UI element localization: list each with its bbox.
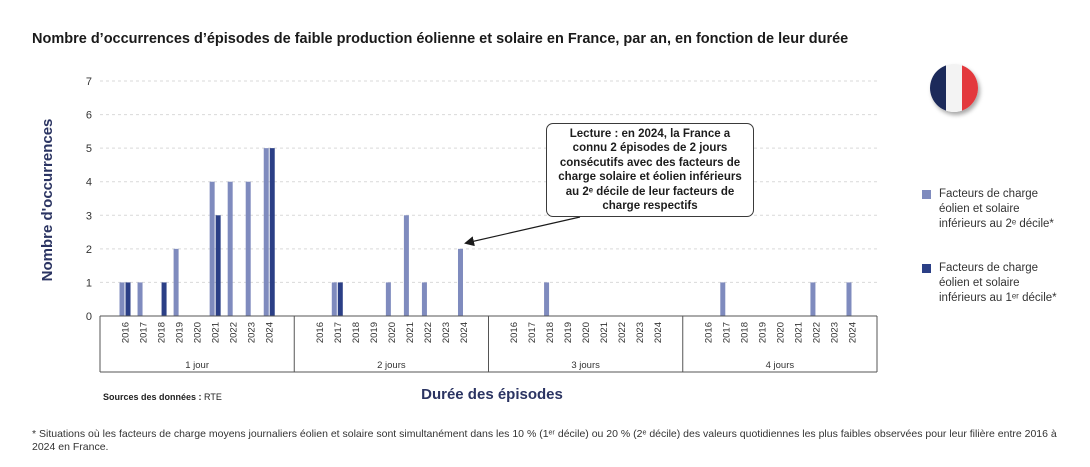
bar-2e-decile (173, 248, 179, 316)
x-tick-label: 2021 (211, 322, 222, 343)
x-tick-label: 2023 (441, 322, 452, 343)
legend-item-2e-decile: Facteurs de charge éolien et solaire inf… (922, 187, 1059, 232)
y-tick-label: 6 (86, 110, 92, 122)
bar-1er-decile (269, 148, 275, 316)
bar-2e-decile (263, 148, 269, 316)
x-tick-label: 2020 (775, 322, 786, 343)
group-label: 4 jours (766, 360, 795, 371)
x-tick-label: 2024 (847, 322, 858, 343)
y-tick-label: 0 (86, 311, 92, 323)
y-tick-label: 7 (86, 76, 92, 88)
bars (119, 148, 852, 316)
x-axis: 1 jour 2016 2017 2018 2019 2020 2021 2022 2023 20… (99, 315, 878, 373)
bar-2e-decile (810, 282, 816, 316)
x-tick-label: 2017 (139, 322, 150, 343)
y-tick-label: 3 (86, 210, 92, 222)
y-axis-label: Nombre d'occurrences (39, 119, 56, 282)
x-tick-label: 2017 (333, 322, 344, 343)
x-tick-label: 2018 (739, 322, 750, 343)
x-tick-label: 2019 (175, 322, 186, 343)
y-tick-label: 4 (86, 177, 92, 189)
x-tick-label: 2017 (721, 322, 732, 343)
x-axis-label: Durée des épisodes (421, 386, 563, 403)
bar-1er-decile (161, 282, 167, 316)
group-label: 1 jour (185, 360, 209, 371)
x-tick-label: 2019 (757, 322, 768, 343)
x-tick-label: 2024 (653, 322, 664, 343)
x-tick-label: 2018 (351, 322, 362, 343)
bar-2e-decile (209, 181, 215, 316)
group-label: 2 jours (377, 360, 406, 371)
x-tick-label: 2016 (509, 322, 520, 343)
x-tick-label: 2020 (387, 322, 398, 343)
bar-2e-decile (457, 248, 463, 316)
sources-value: RTE (204, 392, 222, 402)
x-tick-label: 2017 (527, 322, 538, 343)
y-tick-label: 1 (86, 277, 92, 289)
x-tick-label: 2016 (315, 322, 326, 343)
bar-2e-decile (245, 181, 251, 316)
x-tick-label: 2022 (811, 322, 822, 343)
sources-label: Sources des données : (103, 392, 202, 402)
legend-item-1er-decile: Facteurs de charge éolien et solaire inf… (922, 261, 1059, 306)
bar-1er-decile (215, 215, 221, 316)
x-tick-label: 2020 (581, 322, 592, 343)
chart-title: Nombre d’occurrences d’épisodes de faibl… (32, 31, 849, 47)
sources-note: Sources des données : RTE (103, 392, 222, 402)
bar-1er-decile (125, 282, 131, 316)
legend-swatch (922, 190, 931, 199)
bar-2e-decile (421, 282, 427, 316)
x-tick-label: 2018 (545, 322, 556, 343)
x-tick-label: 2023 (829, 322, 840, 343)
bar-2e-decile (846, 282, 852, 316)
x-tick-label: 2023 (247, 322, 258, 343)
x-tick-label: 2018 (157, 322, 168, 343)
y-tick-label: 5 (86, 143, 92, 155)
y-tick-label: 2 (86, 244, 92, 256)
x-tick-label: 2024 (459, 322, 470, 343)
x-tick-label: 2021 (599, 322, 610, 343)
x-tick-label: 2016 (703, 322, 714, 343)
bar-2e-decile (544, 282, 550, 316)
legend-label: Facteurs de charge éolien et solaire inf… (939, 262, 1057, 304)
x-tick-label: 2024 (265, 322, 276, 343)
x-tick-label: 2022 (229, 322, 240, 343)
x-tick-label: 2019 (369, 322, 380, 343)
bar-2e-decile (227, 181, 233, 316)
group-label: 3 jours (571, 360, 600, 371)
x-tick-label: 2022 (617, 322, 628, 343)
bar-2e-decile (720, 282, 726, 316)
legend-swatch (922, 264, 931, 273)
x-tick-label: 2022 (423, 322, 434, 343)
callout-arrow (464, 216, 581, 247)
x-tick-label: 2020 (193, 322, 204, 343)
x-tick-label: 2019 (563, 322, 574, 343)
bar-2e-decile (119, 282, 125, 316)
x-tick-label: 2021 (793, 322, 804, 343)
x-tick-label: 2016 (121, 322, 132, 343)
legend-label: Facteurs de charge éolien et solaire inf… (939, 188, 1054, 230)
bar-1er-decile (337, 282, 343, 316)
bar-2e-decile (385, 282, 391, 316)
x-tick-label: 2021 (405, 322, 416, 343)
bar-2e-decile (331, 282, 337, 316)
bar-2e-decile (403, 215, 409, 316)
x-tick-label: 2023 (635, 322, 646, 343)
france-flag-icon (930, 64, 978, 112)
bar-2e-decile (137, 282, 143, 316)
y-axis-ticks: 0 1 2 3 4 5 6 7 (86, 76, 92, 323)
reading-callout: Lecture : en 2024, la France a connu 2 é… (546, 123, 754, 217)
footnote: * Situations où les facteurs de charge m… (32, 428, 1057, 453)
